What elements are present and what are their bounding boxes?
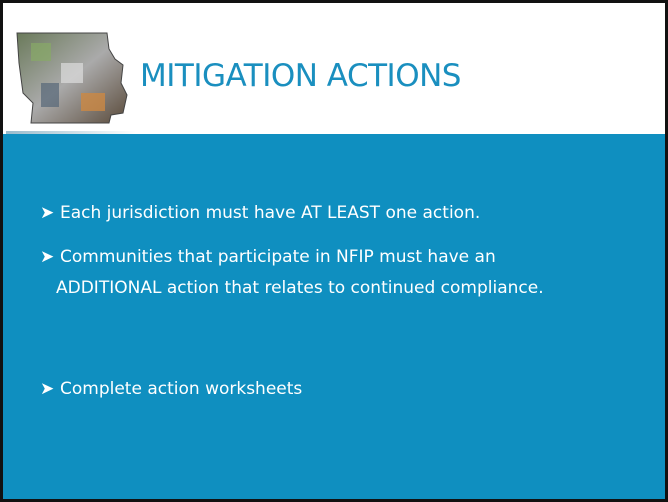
missouri-logo xyxy=(11,3,141,131)
bullet: ➤Communities that participate in NFIP mu… xyxy=(40,242,544,304)
slide-title: MITIGATION ACTIONS xyxy=(140,58,461,94)
bullet-text: Communities that participate in NFIP mus… xyxy=(60,247,496,267)
bullet: ➤Complete action worksheets xyxy=(40,374,302,405)
bullet-text: Each jurisdiction must have AT LEAST one… xyxy=(60,203,480,223)
bullet-text: Complete action worksheets xyxy=(60,379,302,399)
bullet-text: ADDITIONAL action that relates to contin… xyxy=(40,278,544,298)
logo-underline xyxy=(6,131,136,134)
slide: MITIGATION ACTIONS ➤Each jurisdiction mu… xyxy=(0,0,668,502)
bullet: ➤Each jurisdiction must have AT LEAST on… xyxy=(40,198,480,229)
